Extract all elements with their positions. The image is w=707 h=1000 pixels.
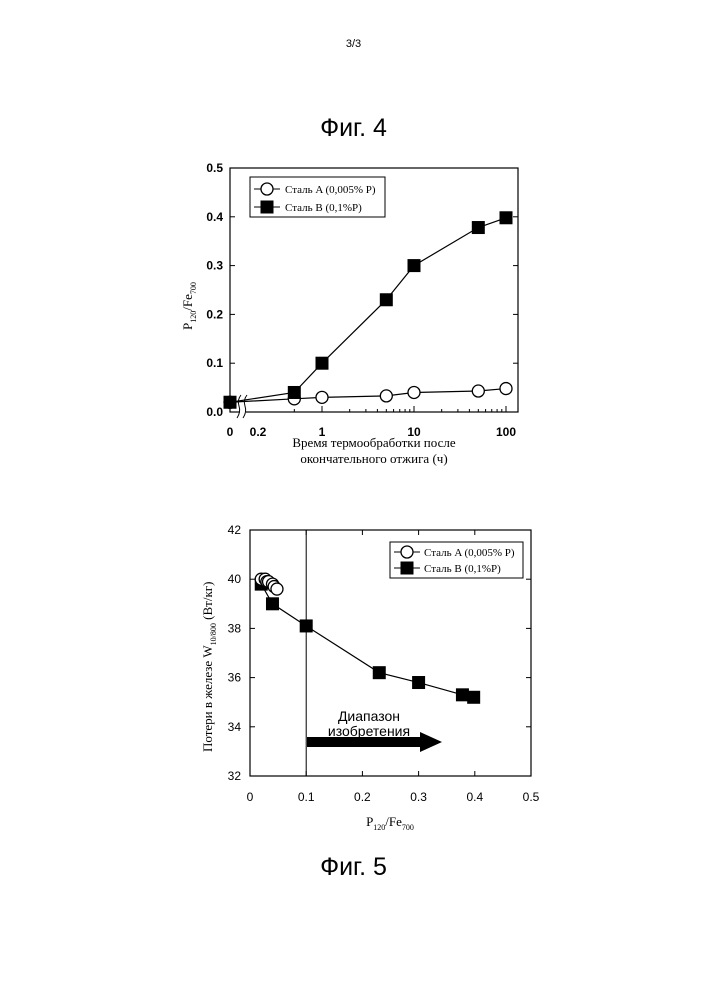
data-point-steel-b: [456, 688, 469, 701]
range-annotation-line1: Диапазон: [338, 708, 400, 724]
x-tick-label: 0.4: [466, 790, 483, 804]
x-axis-label: P120/Fe700: [366, 814, 414, 832]
legend-marker: [401, 546, 413, 558]
y-tick-label: 36: [228, 671, 242, 685]
y-tick-label: 40: [228, 572, 242, 586]
x-tick-label: 0.3: [410, 790, 427, 804]
data-point-steel-b: [412, 676, 425, 689]
legend-label: Сталь A (0,005% P): [424, 547, 515, 559]
x-tick-label: 0.5: [523, 790, 540, 804]
x-tick-label: 0.2: [354, 790, 371, 804]
y-tick-label: 38: [228, 621, 242, 635]
data-point-steel-b: [300, 619, 313, 632]
x-tick-label: 0.1: [298, 790, 315, 804]
range-annotation-line2: изобретения: [328, 723, 410, 739]
y-tick-label: 34: [228, 720, 242, 734]
data-point-steel-b: [266, 597, 279, 610]
legend-label: Сталь B (0,1%P): [424, 563, 501, 575]
y-tick-label: 32: [228, 769, 242, 783]
legend-marker: [401, 562, 414, 575]
data-point-steel-b: [373, 666, 386, 679]
series-line-steel-b: [261, 584, 473, 697]
y-axis-label: Потери в железе W10/800 (Вт/кг): [200, 582, 218, 752]
y-tick-label: 42: [228, 523, 242, 537]
data-point-steel-a: [271, 583, 283, 595]
data-point-steel-b: [467, 691, 480, 704]
x-tick-label: 0: [247, 790, 254, 804]
